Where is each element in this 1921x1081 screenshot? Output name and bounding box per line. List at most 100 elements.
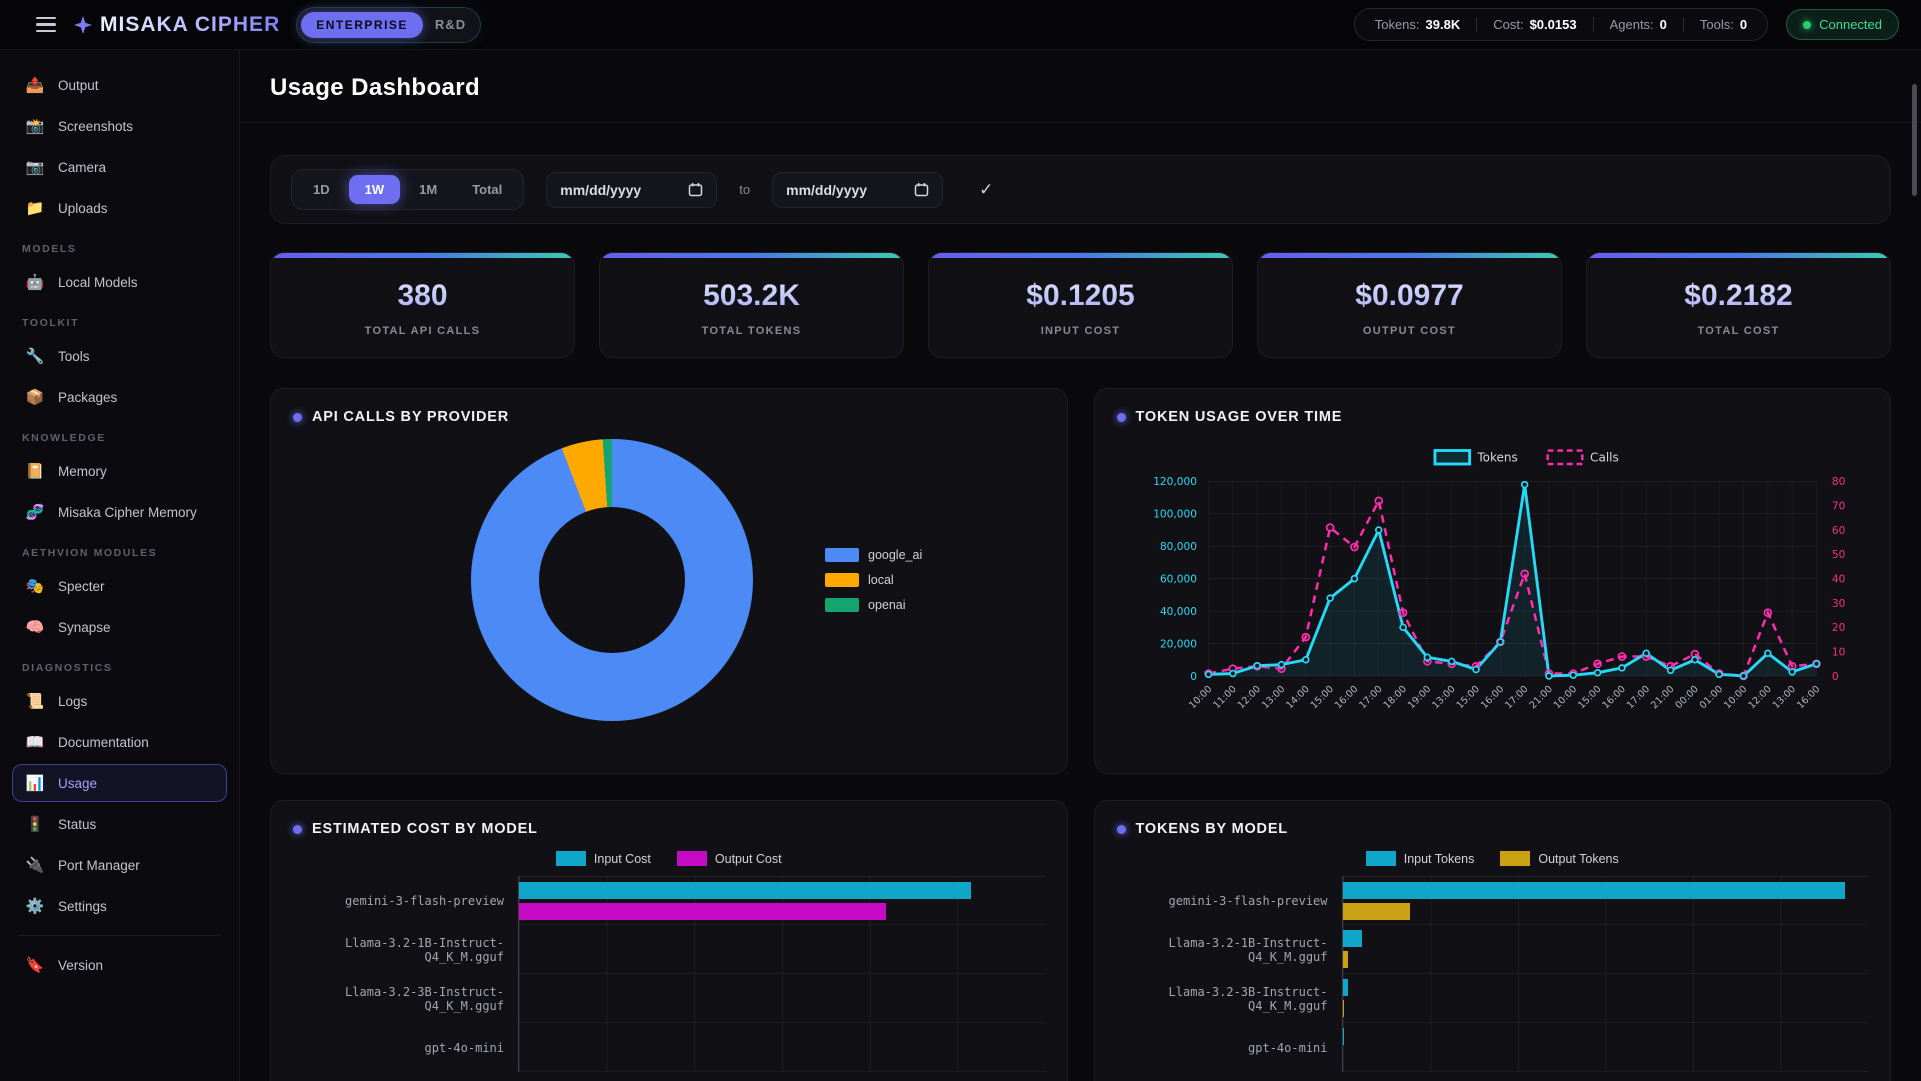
sidebar-item-screenshots[interactable]: 📸 Screenshots (12, 107, 227, 145)
svg-text:12:00: 12:00 (1746, 684, 1773, 711)
bullet-dot-icon (293, 412, 302, 422)
chart-card-token-usage-over-time: TOKEN USAGE OVER TIME 0 20,000 40,000 60,00… (1093, 388, 1891, 774)
stat-card-value: 503.2K (608, 279, 895, 313)
range-button-total[interactable]: Total (456, 175, 518, 204)
chart-title-row: ESTIMATED COST BY MODEL (293, 821, 1045, 837)
legend-label: local (868, 573, 894, 587)
svg-text:14:00: 14:00 (1284, 684, 1311, 711)
to-label: to (739, 182, 751, 197)
svg-text:80: 80 (1831, 476, 1845, 488)
sidebar-section-knowledge: KNOWLEDGE (22, 432, 106, 444)
range-button-1m[interactable]: 1M (403, 175, 453, 204)
date-to-field[interactable] (786, 181, 891, 198)
documentation-icon: 📖 (25, 733, 45, 751)
stat-card: 380 TOTAL API CALLS (270, 252, 575, 358)
bar-row: Llama-3.2-1B-Instruct-Q4_K_M.gguf (1117, 925, 1868, 974)
stat-card: $0.2182 TOTAL COST (1586, 252, 1891, 358)
sidebar-item-label: Settings (58, 898, 107, 914)
svg-text:21:00: 21:00 (1649, 684, 1676, 711)
sidebar-item-specter[interactable]: 🎭 Specter (12, 567, 227, 605)
packages-icon: 📦 (25, 388, 45, 406)
port-manager-icon: 🔌 (25, 856, 45, 874)
sidebar-item-usage[interactable]: 📊 Usage (12, 764, 227, 802)
legend-item-openai: openai (825, 598, 922, 612)
menu-icon[interactable] (36, 16, 56, 33)
sidebar-item-status[interactable]: 🚦 Status (12, 805, 227, 843)
sidebar-item-local-models[interactable]: 🤖 Local Models (12, 263, 227, 301)
svg-text:16:00: 16:00 (1478, 684, 1505, 711)
range-button-1d[interactable]: 1D (297, 175, 346, 204)
connection-label: Connected (1819, 17, 1882, 32)
svg-text:17:00: 17:00 (1624, 684, 1651, 711)
usage-stats-pill: Tokens: 39.8K Cost: $0.0153 Agents: 0 Tools: 0 (1353, 8, 1769, 41)
svg-text:01:00: 01:00 (1697, 684, 1724, 711)
calendar-icon (689, 183, 703, 197)
topbar-stat: Cost: $0.0153 (1476, 17, 1577, 32)
sidebar-item-label: Memory (58, 463, 107, 479)
version-icon: 🔖 (25, 956, 45, 974)
bar-chart-rows: gemini-3-flash-preview Llama-3.2-1B-Instr… (1117, 876, 1868, 1072)
chart-title-row: API CALLS BY PROVIDER (293, 409, 1045, 425)
legend-item-input-tokens: Input Tokens (1365, 851, 1474, 866)
usage-icon: 📊 (25, 774, 45, 792)
sidebar-item-camera[interactable]: 📷 Camera (12, 148, 227, 186)
sidebar-item-label: Tools (58, 348, 90, 364)
uploads-icon: 📁 (25, 199, 45, 217)
stat-card-label: INPUT COST (1040, 325, 1121, 337)
screenshots-icon: 📸 (25, 117, 45, 135)
sidebar-item-label: Misaka Cipher Memory (58, 504, 197, 520)
sparkle-icon (74, 15, 92, 34)
scrollbar-thumb[interactable] (1912, 84, 1917, 196)
bar (519, 881, 972, 899)
sidebar-item-synapse[interactable]: 🧠 Synapse (12, 608, 227, 646)
topbar-stat: Agents: 0 (1592, 17, 1667, 32)
sidebar-item-port-manager[interactable]: 🔌 Port Manager (12, 846, 227, 884)
sidebar-section-models: MODELS (22, 243, 77, 255)
sidebar-item-tools[interactable]: 🔧 Tools (12, 337, 227, 375)
legend-item-output-tokens: Output Tokens (1500, 851, 1619, 866)
sidebar-item-uploads[interactable]: 📁 Uploads (12, 189, 227, 227)
stat-card-value: 380 (279, 279, 566, 313)
bar-row: gpt-4o-mini (293, 1023, 1045, 1072)
stat-card-value: $0.0977 (1266, 279, 1553, 313)
output-icon: 📤 (25, 76, 45, 94)
apply-filter-button[interactable]: ✓ (965, 180, 1007, 200)
sidebar-item-logs[interactable]: 📜 Logs (12, 682, 227, 720)
bar-chart-legend: Input Tokens Output Tokens (1117, 851, 1869, 866)
sidebar-section-diagnostics: DIAGNOSTICS (22, 662, 113, 674)
date-from-field[interactable] (560, 181, 665, 198)
sidebar-item-output[interactable]: 📤 Output (12, 66, 227, 104)
bar-category-label: Llama-3.2-1B-Instruct-Q4_K_M.gguf (1168, 935, 1328, 964)
legend-swatch (825, 573, 859, 587)
bar-row: Llama-3.2-1B-Instruct-Q4_K_M.gguf (293, 925, 1045, 974)
bar-zone (1341, 974, 1868, 1023)
legend-item-local: local (825, 573, 922, 587)
bar (1342, 902, 1411, 920)
sidebar-item-memory[interactable]: 📔 Memory (12, 452, 227, 490)
cost-by-model-chart: Input Cost Output Cost gemini-3-flash-prev… (293, 851, 1045, 1072)
stat-card-label: OUTPUT COST (1362, 325, 1457, 337)
svg-text:10:00: 10:00 (1722, 684, 1749, 711)
svg-text:20,000: 20,000 (1159, 638, 1196, 650)
svg-text:17:00: 17:00 (1503, 684, 1530, 711)
svg-text:21:00: 21:00 (1527, 684, 1554, 711)
legend-swatch (1500, 851, 1531, 866)
chart-card-api-calls-by-provider: API CALLS BY PROVIDER google_ai local open… (270, 388, 1068, 774)
sidebar-item-misaka-cipher-memory[interactable]: 🧬 Misaka Cipher Memory (12, 493, 227, 531)
sidebar-item-settings[interactable]: ⚙️ Settings (12, 887, 227, 925)
topbar-stat-label: Agents: (1609, 17, 1654, 32)
range-button-1w[interactable]: 1W (348, 175, 401, 204)
sidebar-section-toolkit: TOOLKIT (22, 317, 80, 329)
date-to-input[interactable] (772, 171, 944, 208)
sidebar-item-version[interactable]: 🔖 Version (12, 946, 227, 984)
memory-icon: 📔 (25, 462, 45, 480)
stat-card-label: TOTAL COST (1697, 325, 1780, 337)
sidebar-item-packages[interactable]: 📦 Packages (12, 378, 227, 416)
bar-zone (518, 876, 1045, 925)
sidebar-item-documentation[interactable]: 📖 Documentation (12, 723, 227, 761)
date-from-input[interactable] (546, 171, 718, 208)
donut-legend: google_ai local openai (825, 548, 922, 612)
bar-zone (518, 925, 1045, 974)
